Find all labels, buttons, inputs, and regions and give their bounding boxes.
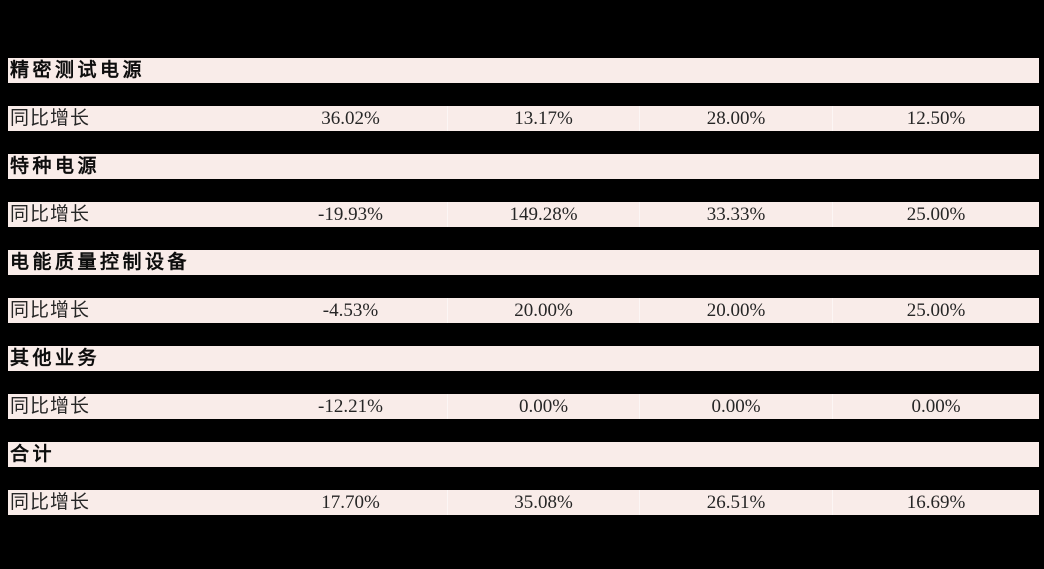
section-name: 合计 <box>10 444 56 465</box>
growth-value-cell: 25.00% <box>832 298 1039 323</box>
section-name: 精密测试电源 <box>10 60 146 81</box>
growth-value-cell: 36.02% <box>321 108 380 129</box>
growth-value-cell: 0.00% <box>832 394 1039 419</box>
growth-value-cell: 12.50% <box>832 106 1039 131</box>
growth-value-cell: 0.00% <box>639 394 832 419</box>
growth-value-cell: 17.70% <box>321 492 380 513</box>
growth-data-row: 同比增长 -4.53% 20.00% 20.00% 25.00% <box>8 298 1039 323</box>
section-header-row: 精密测试电源 <box>8 58 1039 83</box>
growth-value-cell: 35.08% <box>447 490 639 515</box>
section-name: 特种电源 <box>10 156 101 177</box>
row-label: 同比增长 <box>10 492 91 513</box>
row-label: 同比增长 <box>10 204 91 225</box>
section-header-row: 电能质量控制设备 <box>8 250 1039 275</box>
growth-value-cell: 13.17% <box>447 106 639 131</box>
growth-data-row: 同比增长 36.02% 13.17% 28.00% 12.50% <box>8 106 1039 131</box>
section-header-row: 特种电源 <box>8 154 1039 179</box>
growth-data-row: 同比增长 -19.93% 149.28% 33.33% 25.00% <box>8 202 1039 227</box>
growth-value-cell: 26.51% <box>639 490 832 515</box>
growth-value-cell: 20.00% <box>639 298 832 323</box>
row-label: 同比增长 <box>10 108 91 129</box>
growth-value-cell: -19.93% <box>318 204 383 225</box>
section-name: 电能质量控制设备 <box>10 252 191 273</box>
section-header-row: 其他业务 <box>8 346 1039 371</box>
growth-value-cell: 20.00% <box>447 298 639 323</box>
growth-data-row: 同比增长 -12.21% 0.00% 0.00% 0.00% <box>8 394 1039 419</box>
growth-data-row: 同比增长 17.70% 35.08% 26.51% 16.69% <box>8 490 1039 515</box>
growth-value-cell: 25.00% <box>832 202 1039 227</box>
growth-value-cell: 0.00% <box>447 394 639 419</box>
growth-value-cell: -12.21% <box>318 396 383 417</box>
growth-value-cell: 149.28% <box>447 202 639 227</box>
growth-value-cell: 28.00% <box>639 106 832 131</box>
row-label: 同比增长 <box>10 396 91 417</box>
growth-value-cell: -4.53% <box>322 300 379 321</box>
growth-value-cell: 16.69% <box>832 490 1039 515</box>
section-header-row: 合计 <box>8 442 1039 467</box>
growth-value-cell: 33.33% <box>639 202 832 227</box>
section-name: 其他业务 <box>10 348 101 369</box>
row-label: 同比增长 <box>10 300 91 321</box>
